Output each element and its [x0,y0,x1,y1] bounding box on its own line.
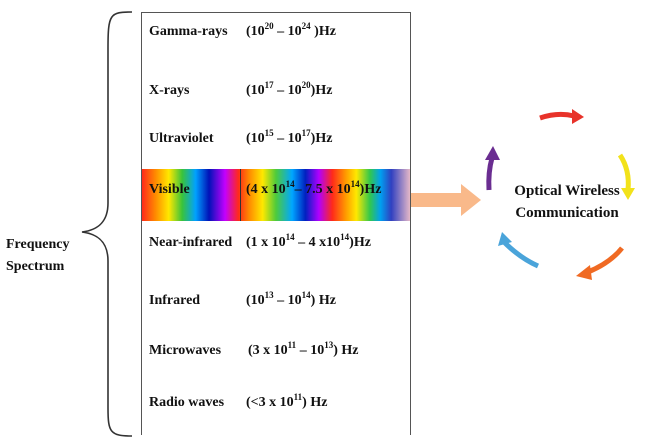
owc-label: Optical Wireless Communication [514,183,620,221]
row-name-x-rays: X-rays [149,83,190,98]
row-name-ultraviolet: Ultraviolet [149,131,214,146]
row-range-ultraviolet: (1015 – 1017)Hz [246,128,333,147]
row-name-gamma-rays: Gamma-rays [149,24,228,39]
row-name-visible: Visible [149,182,190,197]
row-range-near-infrared: (1 x 1014 – 4 x1014)Hz [246,232,371,251]
row-name-radio-waves: Radio waves [149,395,225,410]
row-range-gamma-rays: (1020 – 1024 )Hz [246,21,336,40]
row-range-x-rays: (1017 – 1020)Hz [246,80,333,99]
row-name-microwaves: Microwaves [149,343,222,358]
row-name-near-infrared: Near-infrared [149,235,233,250]
row-range-microwaves: (3 x 1011 – 1013) Hz [248,340,359,359]
row-name-infrared: Infrared [149,293,201,308]
row-range-radio-waves: (<3 x 1011) Hz [246,392,328,411]
spectrum-table [141,12,411,435]
row-range-infrared: (1013 – 1014) Hz [246,290,336,309]
row-range-visible: (4 x 1014– 7.5 x 1014)Hz [246,179,382,198]
visible-spectrum-gradient [142,169,410,221]
frequency-spectrum-label: Frequency Spectrum [6,237,70,274]
right-arrow-icon [411,184,481,216]
cycle-arrows-icon [485,109,635,280]
visible-row-divider [240,169,241,221]
brace-icon [81,11,133,437]
